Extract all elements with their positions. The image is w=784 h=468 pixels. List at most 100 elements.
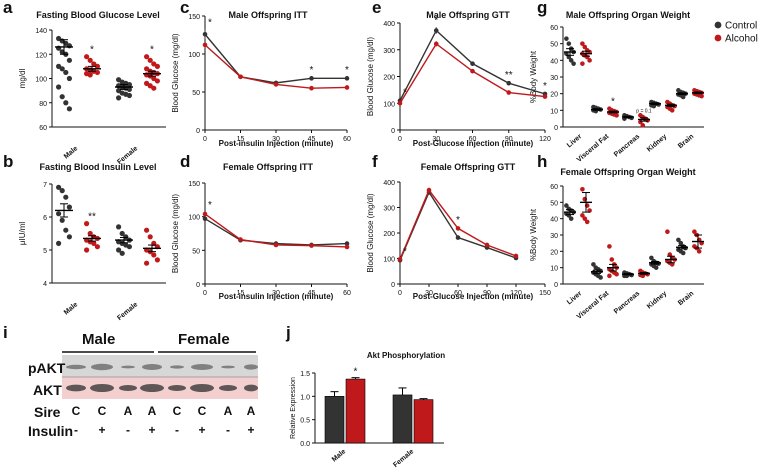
data-point-c [344,76,350,81]
data-point-h [580,186,585,192]
y-tick-label-g: 20 [550,92,558,99]
data-point-g [680,94,686,100]
panel-letter-b: b [3,152,13,171]
blot-sire-label: A [247,404,256,418]
data-point-h [582,216,588,221]
chart-title-j: Akt Phosphorylation [367,351,445,360]
x-tick-label-g: Pancreas [613,133,641,158]
data-point-c [202,31,208,37]
data-point-a [154,78,160,84]
data-point-g [568,58,574,63]
significance-mark-d: * [208,200,212,211]
panel-letter-a: a [3,0,13,17]
data-point-b [63,194,69,200]
y-axis-label-c: Blood Glucose (mg/dl) [171,33,180,112]
y-tick-label-g: 50 [550,42,558,49]
y-tick-label-f: 400 [383,180,395,187]
data-point-a [63,69,69,76]
x-tick-label-h: Pancreas [613,290,641,315]
x-tick-label-g: Liver [566,133,584,149]
x-tick-label-f: 60 [454,290,462,297]
significance-mark-a: * [150,45,154,56]
data-point-h [678,240,684,246]
data-point-a [66,57,72,63]
y-tick-label-g: 10 [550,108,558,115]
y-tick-label-e: 300 [383,48,395,55]
data-point-a [126,81,132,88]
y-tick-label-j: 1.0 [300,394,310,401]
y-tick-label-f: 0 [391,282,395,289]
data-point-f [426,187,432,193]
data-point-e [542,94,548,99]
data-point-a [56,84,62,90]
y-axis-label-j: Relative Expression [290,377,297,439]
data-point-a [87,57,93,63]
blot-insulin-label: + [247,423,254,437]
data-point-e [506,80,512,86]
significance-mark-e: ** [505,70,513,81]
y-tick-label-d: 100 [188,215,200,222]
data-point-e [470,68,475,74]
series-line-e-alcohol [399,42,546,104]
y-axis-label-a: mg/dl [18,68,27,88]
y-tick-label-h: 0 [554,282,558,289]
x-tick-label-f: 0 [398,290,402,297]
data-point-h [683,245,688,251]
data-point-b [66,204,72,210]
data-point-d [309,243,314,248]
data-point-g [566,41,572,46]
significance-mark-e: * [403,88,407,99]
blot-insulin-label: + [198,423,205,437]
y-tick-label-d: 50 [192,248,200,255]
panel-letter-g: g [537,0,547,17]
x-tick-label-d: 30 [272,290,280,297]
panel-letter-j: j [285,323,291,342]
data-point-b [56,184,62,190]
y-tick-label-h: 10 [550,266,558,273]
y-tick-label-b: 6 [43,215,47,222]
data-point-b [84,221,90,227]
x-axis-label-c: Post-insulin Injection (minute) [219,139,334,148]
bar-j-control [324,396,345,444]
significance-mark-g: * [611,97,615,108]
data-point-h [680,250,686,256]
blot-sire-label: C [198,404,207,418]
bar-j-alcohol [345,378,366,444]
data-point-b [119,230,125,237]
data-point-h [564,203,569,208]
data-point-g [580,61,585,66]
data-point-g [699,93,704,99]
blot-sire-label: C [72,404,81,418]
blot-insulin-label: - [226,423,230,437]
y-axis-label-f: Blood Glucose (mg/dl) [366,193,375,272]
x-axis-label-e: Post-Glucose Injection (minute) [413,139,534,148]
data-point-e [397,100,403,106]
data-point-b [84,247,90,253]
y-tick-label-a: 140 [35,28,47,35]
y-tick-label-b: 4 [43,281,47,288]
data-point-f [397,256,403,262]
data-point-a [116,95,122,101]
x-tick-label-c: 60 [343,136,351,143]
x-tick-label-c: 15 [237,136,245,143]
y-tick-label-b: 5 [43,248,47,255]
y-tick-label-h: 60 [550,184,558,191]
western-blot-image [62,355,258,399]
blot-insulin-label: - [175,423,179,437]
data-point-g [571,61,576,66]
data-point-h [607,273,612,279]
data-point-h [649,255,654,261]
legend-marker-alcohol [714,34,722,42]
chart-title-g: Male Offspring Organ Weight [566,10,690,20]
data-point-a [84,54,90,60]
significance-mark-c: * [208,18,212,29]
x-tick-label-a: Male [63,145,80,160]
data-point-b [66,234,72,240]
blot-sire-label: A [148,404,157,418]
data-point-g [651,103,657,109]
data-point-a [151,85,157,91]
significance-mark-b: ** [88,212,96,223]
data-point-b [144,260,150,266]
data-point-a [126,92,132,99]
